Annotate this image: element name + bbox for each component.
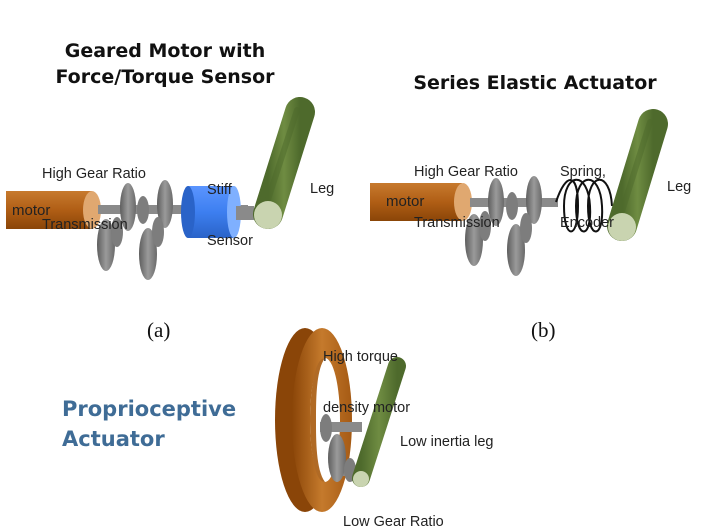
- leg-label-a: Leg: [310, 181, 335, 197]
- sensor-label-a-line2: Sensor: [207, 233, 253, 249]
- leg-b-end: [608, 213, 636, 241]
- motor-a-body: [6, 191, 92, 229]
- leg-b-shade: [615, 119, 653, 227]
- motor-b-face: [454, 183, 472, 221]
- motor-label-b: motor: [386, 193, 425, 210]
- gear-a-1: [120, 183, 136, 231]
- panel-b-graphics: [370, 109, 668, 276]
- gear-c-1: [320, 414, 332, 442]
- panel-c-title: Proprioceptive Actuator: [62, 394, 236, 454]
- transmission-label-b-line2: Transmission: [414, 215, 500, 231]
- gear-b-5: [507, 224, 525, 276]
- panel-b-title: Series Elastic Actuator: [413, 72, 657, 94]
- gear-b-6: [526, 176, 542, 224]
- leg-a-shade: [261, 107, 300, 215]
- leg-a: [253, 97, 315, 229]
- leg-label-b: Leg: [667, 179, 692, 195]
- transmission-label-a: High Gear Ratio Transmission: [42, 132, 146, 268]
- gear-a-4: [137, 196, 149, 224]
- leg-a-end: [254, 201, 282, 229]
- motor-label-c: High torque density motor: [323, 315, 410, 451]
- caption-b: (b): [531, 318, 556, 342]
- shaft-a: [98, 205, 248, 214]
- motor-label-c-line2: density motor: [323, 400, 411, 416]
- sensor-a-right: [227, 186, 241, 238]
- gear-b-7: [520, 213, 532, 243]
- spring-label-b-line1: Spring,: [560, 164, 606, 180]
- sensor-a-left: [181, 186, 195, 238]
- leg-c: [352, 357, 406, 487]
- gear-a-3: [111, 217, 123, 247]
- panel-a-title-line1: Geared Motor with: [64, 40, 266, 62]
- gear-b-2: [465, 214, 483, 266]
- leg-label-c: Low inertia leg: [400, 434, 494, 450]
- sensor-a-hub: [236, 206, 254, 220]
- gear-a-7: [152, 217, 164, 247]
- motor-a-face: [83, 191, 101, 229]
- transmission-label-a-line2: Transmission: [42, 217, 128, 233]
- motor-label-c-line1: High torque: [323, 349, 398, 365]
- gear-a-5: [139, 228, 157, 280]
- gear-b-3: [479, 211, 491, 241]
- spring-label-b-line2: Encoder: [560, 215, 615, 231]
- shaft-c: [320, 422, 362, 432]
- sensor-label-a: Stiff Sensor: [207, 148, 253, 284]
- sensor-label-a-line1: Stiff: [207, 182, 232, 198]
- panel-c-title-line1: Proprioceptive: [62, 397, 237, 421]
- panel-a-title: Geared Motor with Force/Torque Sensor: [40, 38, 290, 90]
- panel-a-title-line2: Force/Torque Sensor: [55, 66, 275, 88]
- sensor-a: [188, 186, 234, 238]
- gear-c-2: [328, 434, 346, 482]
- motor-label-a: motor: [12, 202, 51, 219]
- motor-b-body: [370, 183, 462, 221]
- spring-label-b: Spring, Encoder: [560, 130, 614, 266]
- gear-a-6: [157, 180, 173, 228]
- leg-b: [607, 109, 668, 241]
- panel-a-graphics: [6, 97, 315, 280]
- caption-a: (a): [147, 318, 171, 342]
- transmission-label-a-line1: High Gear Ratio: [42, 166, 146, 182]
- transmission-label-b: High Gear Ratio Transmission: [414, 130, 518, 266]
- spring-b: [555, 178, 613, 233]
- gear-b-4: [506, 192, 518, 220]
- gear-a-2: [97, 219, 115, 271]
- transmission-label-b-line1: High Gear Ratio: [414, 164, 518, 180]
- leg-c-end: [353, 471, 369, 487]
- ring-motor-inner-edge: [310, 358, 325, 482]
- gear-b-1: [488, 178, 504, 226]
- panel-c-graphics: [275, 328, 406, 512]
- panel-c-title-line2: Actuator: [62, 427, 165, 451]
